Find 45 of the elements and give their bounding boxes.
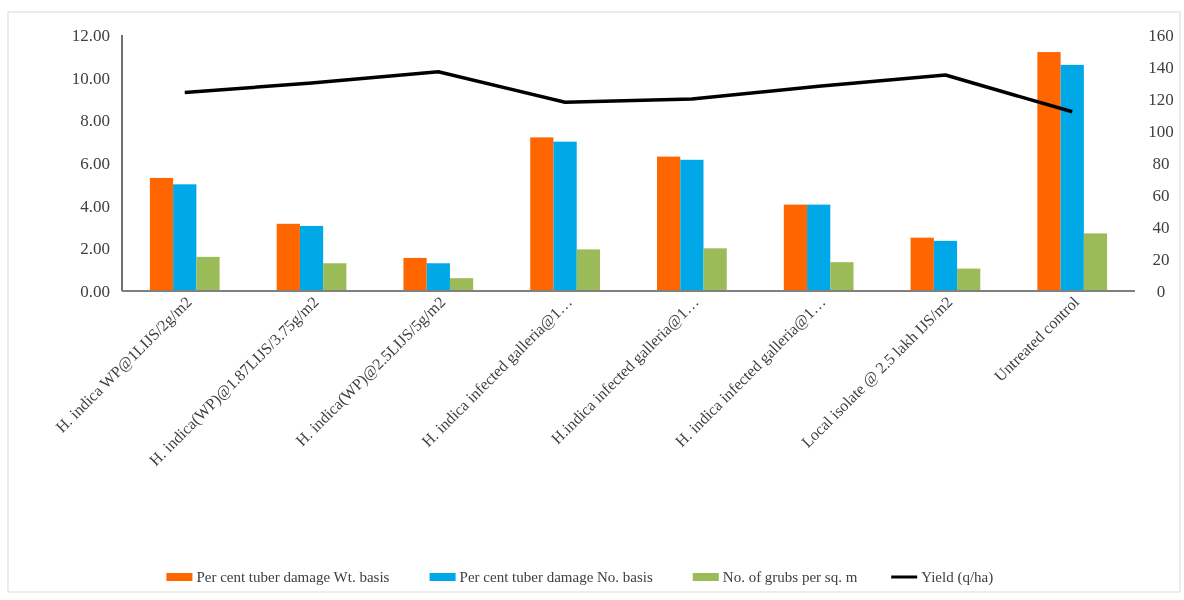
y2-tick-label: 120 xyxy=(1148,89,1174,109)
bar xyxy=(1037,52,1061,291)
bar xyxy=(323,263,347,291)
y-tick-label: 6.00 xyxy=(80,153,110,173)
y2-tick-label: 60 xyxy=(1152,185,1170,205)
bar xyxy=(657,156,681,291)
bar xyxy=(807,204,831,291)
legend-label: Per cent tuber damage Wt. basis xyxy=(196,569,390,586)
bar xyxy=(576,249,600,291)
y-tick-label: 4.00 xyxy=(80,196,110,216)
bar xyxy=(403,257,427,291)
bar xyxy=(680,159,704,291)
bar xyxy=(426,263,450,291)
bar xyxy=(703,248,727,291)
bar xyxy=(149,177,174,291)
y-tick-label: 8.00 xyxy=(80,111,110,131)
bar xyxy=(957,268,981,291)
bar xyxy=(910,237,934,291)
bar xyxy=(196,256,220,291)
bar xyxy=(1083,233,1108,291)
line-series xyxy=(183,70,1074,114)
bar xyxy=(830,262,854,291)
bar xyxy=(530,137,554,291)
y2-tick-label: 0 xyxy=(1156,281,1166,301)
y2-tick-label: 40 xyxy=(1152,217,1170,237)
bar xyxy=(1060,64,1084,291)
y2-tick-label: 20 xyxy=(1152,249,1170,269)
y-tick-label: 2.00 xyxy=(80,239,110,259)
bar xyxy=(276,223,300,291)
y-tick-label: 0.00 xyxy=(80,281,110,301)
bar xyxy=(449,278,474,291)
bar xyxy=(173,184,197,291)
y2-tick-label: 160 xyxy=(1148,25,1174,45)
y-tick-label: 12.00 xyxy=(71,25,110,45)
bar xyxy=(299,225,324,291)
y2-tick-label: 100 xyxy=(1148,121,1174,141)
bar xyxy=(933,240,958,291)
y2-tick-label: 140 xyxy=(1148,57,1174,77)
bar xyxy=(783,204,808,291)
y-tick-label: 10.00 xyxy=(71,68,110,88)
legend-label: No. of grubs per sq. m xyxy=(722,569,858,586)
y2-tick-label: 80 xyxy=(1152,153,1170,173)
legend-label: Yield (q/ha) xyxy=(921,569,994,587)
bar xyxy=(553,141,577,291)
legend-label: Per cent tuber damage No. basis xyxy=(459,569,654,586)
